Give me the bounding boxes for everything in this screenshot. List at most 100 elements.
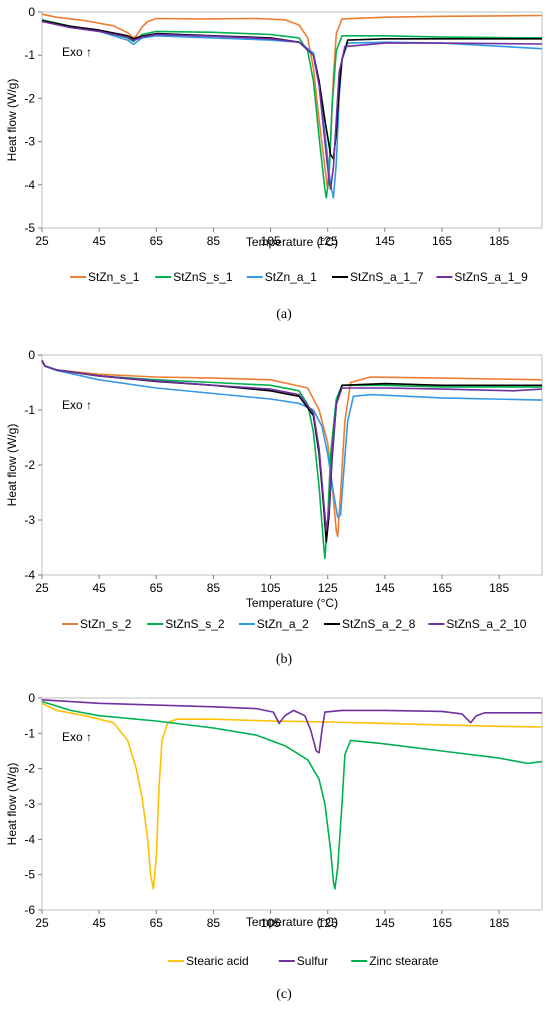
- y-tick-label: -6: [24, 903, 35, 917]
- y-tick-label: 0: [28, 5, 35, 19]
- legend-label: StZnS_a_1_7: [350, 270, 424, 284]
- plot-frame: [41, 11, 543, 229]
- legend-label: StZnS_a_2_10: [446, 617, 526, 631]
- legend-item: StZn_s_1: [70, 270, 140, 284]
- legend-item: StZnS_a_2_8: [324, 617, 416, 631]
- y-tick-label: 0: [28, 348, 35, 362]
- y-tick-label: -1: [24, 726, 35, 740]
- x-tick-label: 105: [261, 916, 281, 930]
- legend-item: Sulfur: [278, 954, 328, 968]
- x-tick-label: 65: [150, 916, 164, 930]
- y-tick-label: -5: [24, 868, 35, 882]
- chart-panel-3: 25 45 65 85 105 125 145 165 185 0 -1 -2 -3 -4 -5 -6 Exo …: [5, 691, 543, 1002]
- x-tick-label: 25: [35, 234, 49, 248]
- legend-item: Stearic acid: [168, 954, 249, 968]
- legend-label: StZn_a_1: [265, 270, 317, 284]
- legend-item: StZnS_a_2_10: [428, 617, 527, 631]
- x-tick-label: 85: [207, 234, 221, 248]
- legend-item: StZnS_a_1_9: [436, 270, 528, 284]
- x-tick-label: 105: [261, 234, 281, 248]
- y-tick-label: -4: [24, 178, 35, 192]
- x-tick-label: 85: [207, 916, 221, 930]
- series-line-zinc-stearate: [41, 700, 543, 890]
- chart-panel-2: 25 45 65 85 105 125 145 165 185 0 -1 -2 -3 -4 Exo ↑ Tem…: [5, 348, 543, 667]
- x-tick-label: 165: [432, 581, 452, 595]
- series-line-stearic-acid: [41, 702, 543, 890]
- series-line-stzn-a-2: [41, 360, 543, 519]
- x-tick-label: 45: [92, 916, 106, 930]
- legend-item: StZn_s_2: [62, 617, 132, 631]
- panel-caption: (c): [276, 987, 292, 1002]
- x-tick-label: 65: [150, 234, 164, 248]
- legend-label: StZnS_a_2_8: [342, 617, 416, 631]
- x-axis-label: Temperature (°C): [246, 596, 338, 610]
- legend-label: StZn_s_2: [80, 617, 132, 631]
- x-tick-label: 185: [489, 916, 509, 930]
- x-tick-label: 145: [375, 234, 395, 248]
- panel-caption: (b): [276, 652, 293, 667]
- legend-label: StZn_s_1: [88, 270, 140, 284]
- x-tick-label: 165: [432, 916, 452, 930]
- y-tick-label: -2: [24, 91, 35, 105]
- x-tick-label: 145: [375, 581, 395, 595]
- legend-item: StZn_a_1: [246, 270, 317, 284]
- x-tick-label: 185: [489, 234, 509, 248]
- legend-label: Stearic acid: [186, 954, 249, 968]
- legend-label: StZn_a_2: [257, 617, 309, 631]
- legend-item: StZnS_a_1_7: [332, 270, 424, 284]
- x-tick-label: 145: [375, 916, 395, 930]
- x-tick-label: 125: [318, 916, 338, 930]
- exo-annotation: Exo ↑: [62, 45, 92, 59]
- legend-label: StZnS_s_2: [165, 617, 225, 631]
- y-tick-label: -4: [24, 568, 35, 582]
- series-line-stzns-a-1-9: [41, 20, 543, 190]
- y-tick-label: -2: [24, 762, 35, 776]
- series-line-stzn-s-1: [41, 13, 543, 190]
- y-tick-label: -4: [24, 832, 35, 846]
- panel-caption: (a): [276, 307, 292, 322]
- legend-label: Sulfur: [297, 954, 328, 968]
- x-tick-label: 125: [318, 234, 338, 248]
- exo-annotation: Exo ↑: [62, 730, 92, 744]
- legend-label: StZnS_s_1: [173, 270, 233, 284]
- series-line-stzn-a-1: [41, 19, 543, 199]
- series-line-stzns-a-2-10: [41, 360, 543, 532]
- x-tick-label: 45: [92, 234, 106, 248]
- y-tick-label: -1: [24, 403, 35, 417]
- x-axis-label: Temperature (°C): [246, 915, 338, 929]
- exo-annotation: Exo ↑: [62, 398, 92, 412]
- y-tick-label: -2: [24, 458, 35, 472]
- x-tick-label: 165: [432, 234, 452, 248]
- plot-frame: [41, 354, 543, 576]
- legend-item: StZnS_s_1: [155, 270, 233, 284]
- legend-label: StZnS_a_1_9: [454, 270, 528, 284]
- legend-label: Zinc stearate: [369, 954, 439, 968]
- y-tick-label: -1: [24, 48, 35, 62]
- x-tick-label: 185: [489, 581, 509, 595]
- plot-frame: [41, 697, 543, 911]
- legend-item: StZn_a_2: [238, 617, 309, 631]
- legend-item: Zinc stearate: [351, 954, 439, 968]
- x-tick-label: 125: [318, 581, 338, 595]
- x-tick-label: 65: [150, 581, 164, 595]
- x-tick-label: 85: [207, 581, 221, 595]
- y-tick-label: 0: [28, 691, 35, 705]
- y-tick-label: -3: [24, 797, 35, 811]
- y-axis-label: Heat flow (W/g): [5, 424, 19, 507]
- legend-item: StZnS_s_2: [147, 617, 225, 631]
- series-line-stzns-s-1: [41, 19, 543, 199]
- chart-panel-1: 25 45 65 85 105 125 145 165 185 0 -1 -2 -3 -4 -5 Exo ↑ T…: [5, 5, 543, 322]
- y-tick-label: -3: [24, 135, 35, 149]
- y-axis-label: Heat flow (W/g): [5, 79, 19, 162]
- y-tick-label: -3: [24, 513, 35, 527]
- x-tick-label: 105: [261, 581, 281, 595]
- x-axis-label: Temperature (°C): [246, 235, 338, 249]
- x-tick-label: 45: [92, 581, 106, 595]
- y-axis-label: Heat flow (W/g): [5, 763, 19, 846]
- x-tick-label: 25: [35, 916, 49, 930]
- x-tick-label: 25: [35, 581, 49, 595]
- y-tick-label: -5: [24, 221, 35, 235]
- series-line-stzns-a-2-8: [41, 360, 542, 543]
- series-line-sulfur: [41, 699, 542, 754]
